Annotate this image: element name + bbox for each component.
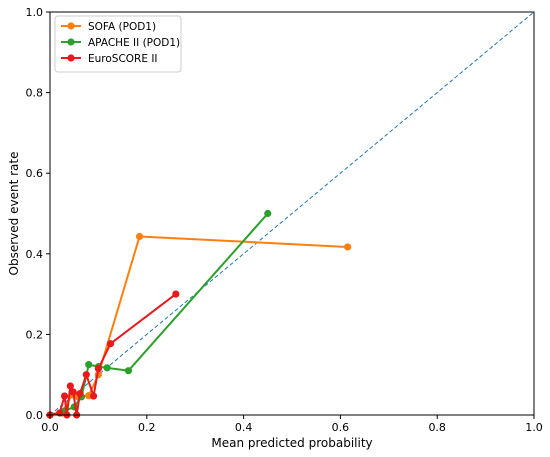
series-1-point-4 <box>85 361 93 369</box>
x-tick-label: 0.8 <box>428 421 446 434</box>
series-2-point-4 <box>66 382 74 390</box>
legend-swatch-marker <box>67 22 75 30</box>
series-2-point-12 <box>172 290 180 298</box>
plot-frame <box>49 11 535 416</box>
series-2-point-7 <box>76 390 84 398</box>
x-tick-label: 0.2 <box>138 421 156 434</box>
legend-item-1: APACHE II (POD1) <box>61 37 180 49</box>
series-2-point-11 <box>106 340 115 348</box>
series-2-point-2 <box>60 392 69 400</box>
series-1-point-7 <box>124 367 133 375</box>
y-axis-label: Observed event rate <box>7 152 21 276</box>
series-2 <box>46 290 180 419</box>
reference-diagonal-line <box>49 11 535 416</box>
series-2-point-1 <box>56 409 64 417</box>
legend-label: EuroSCORE II <box>88 53 158 65</box>
y-tick-label: 1.0 <box>26 6 44 19</box>
y-tick-label: 0.8 <box>26 87 44 100</box>
legend-label: APACHE II (POD1) <box>88 37 180 49</box>
series-2-point-10 <box>94 365 102 373</box>
series-2-point-8 <box>82 371 90 379</box>
legend-item-0: SOFA (POD1) <box>61 21 156 33</box>
legend-item-2: EuroSCORE II <box>61 53 158 65</box>
legend: SOFA (POD1) APACHE II (POD1) EuroSCORE II <box>54 15 182 73</box>
legend-label: SOFA (POD1) <box>88 21 156 33</box>
legend-swatch-marker <box>67 38 75 46</box>
series-2-point-5 <box>69 388 77 396</box>
x-tick-label: 0.6 <box>332 421 350 434</box>
x-tick-label: 0.0 <box>41 421 59 434</box>
series-1-point-8 <box>264 209 272 218</box>
x-tick-label: 0.4 <box>235 421 253 434</box>
y-tick-label: 0.2 <box>26 328 44 341</box>
x-axis-label: Mean predicted probability <box>211 436 372 450</box>
legend-swatch-marker <box>67 54 75 62</box>
y-tick-label: 0.0 <box>26 409 44 422</box>
series-1-point-6 <box>103 364 111 372</box>
y-tick-label: 0.4 <box>26 248 44 261</box>
x-tick-label: 1.0 <box>525 421 543 434</box>
series-line-2 <box>49 293 177 416</box>
series-2-point-9 <box>89 392 98 400</box>
legend-box <box>54 15 182 73</box>
series-0-point-7 <box>344 243 352 251</box>
y-tick-label: 0.6 <box>26 167 44 180</box>
series-0-point-6 <box>135 232 144 241</box>
